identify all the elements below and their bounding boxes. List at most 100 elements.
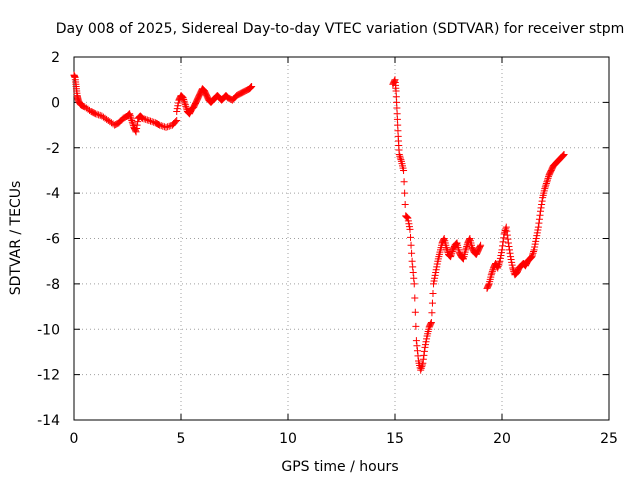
data-point (463, 242, 471, 250)
data-point (431, 274, 439, 282)
data-point (138, 114, 146, 122)
data-point (172, 118, 180, 126)
data-point (542, 181, 550, 189)
data-point (494, 262, 502, 270)
data-point (173, 107, 181, 115)
data-point (145, 117, 153, 125)
data-point (505, 242, 513, 250)
data-point (129, 122, 137, 130)
data-point (541, 185, 549, 193)
data-point (504, 239, 512, 247)
data-point (508, 258, 516, 266)
data-point (498, 246, 506, 254)
data-point (442, 244, 450, 252)
data-point (396, 154, 404, 162)
data-point (414, 352, 422, 360)
data-point (535, 219, 543, 227)
data-point (533, 232, 541, 240)
data-point (430, 280, 438, 288)
data-point (405, 223, 413, 231)
data-point (559, 152, 567, 160)
data-point (421, 341, 429, 349)
data-point (531, 240, 539, 248)
data-point (410, 280, 418, 288)
data-point (560, 151, 568, 159)
data-point (127, 115, 135, 123)
data-point (505, 246, 513, 254)
data-point (165, 122, 173, 130)
data-point (530, 246, 538, 254)
data-point (489, 266, 497, 274)
data-point (448, 248, 456, 256)
data-point (420, 351, 428, 359)
y-tick-label: -6 (46, 232, 60, 248)
data-point (531, 243, 539, 251)
data-point (500, 234, 508, 242)
data-point (132, 128, 140, 136)
data-point (246, 84, 254, 92)
data-point (507, 255, 515, 263)
data-point (400, 178, 408, 186)
data-point (433, 260, 441, 268)
data-point (508, 261, 516, 269)
data-point (126, 110, 134, 118)
y-tick-label: 2 (51, 50, 60, 66)
data-point (173, 105, 181, 113)
data-point (507, 253, 515, 261)
data-point (142, 115, 150, 123)
series-1 (70, 71, 181, 136)
data-point (533, 229, 541, 237)
x-tick-label: 0 (70, 431, 79, 447)
data-point (534, 226, 542, 234)
data-point (412, 337, 420, 345)
data-point (401, 189, 409, 197)
series-2 (173, 82, 256, 118)
data-point (405, 220, 413, 228)
data-point (427, 320, 435, 328)
data-point (140, 115, 148, 123)
data-point (417, 366, 425, 374)
data-point (532, 235, 540, 242)
data-point (538, 200, 546, 208)
data-point (497, 252, 505, 260)
data-point (499, 238, 507, 246)
data-point (408, 249, 416, 257)
data-point (427, 318, 435, 326)
data-point (396, 152, 404, 160)
data-point (419, 355, 427, 363)
data-point (418, 363, 426, 371)
x-tick-label: 20 (493, 431, 511, 447)
data-point (406, 225, 414, 233)
data-point (528, 251, 536, 259)
data-point (541, 183, 549, 191)
data-point (404, 214, 412, 222)
data-point (421, 343, 429, 351)
data-point (527, 254, 535, 262)
data-point (247, 84, 255, 92)
data-point (496, 254, 504, 262)
data-point (488, 267, 496, 275)
data-point (528, 253, 536, 261)
data-point (129, 120, 137, 128)
data-point (430, 277, 438, 285)
data-point (447, 253, 455, 261)
data-point (95, 111, 103, 119)
data-point (506, 249, 514, 257)
data-point (162, 123, 170, 131)
y-tick-label: 0 (51, 95, 60, 111)
data-point (181, 99, 189, 107)
data-point (401, 200, 409, 208)
data-point (509, 266, 517, 274)
data-point (496, 257, 504, 265)
data-point (126, 111, 134, 119)
data-point (543, 176, 551, 184)
data-point (499, 242, 507, 250)
data-point (422, 338, 430, 346)
data-point (443, 247, 451, 255)
data-point (432, 266, 440, 274)
data-point (462, 244, 470, 252)
data-point (465, 236, 473, 244)
data-point (156, 121, 164, 129)
x-axis-title: GPS time / hours (281, 459, 398, 475)
grid-lines (74, 57, 609, 420)
